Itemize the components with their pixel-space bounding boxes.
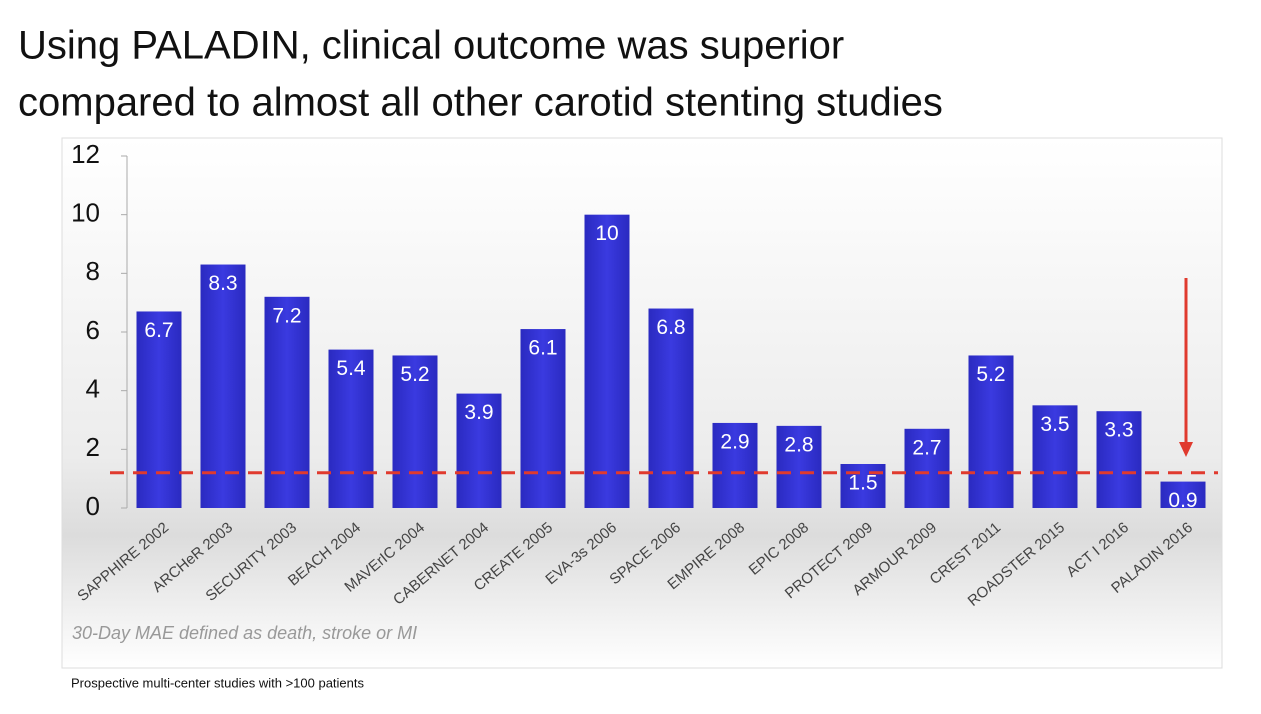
value-label: 1.5 [848, 472, 877, 495]
bar [712, 422, 758, 508]
footnote: Prospective multi-center studies with >1… [71, 675, 365, 690]
bar [200, 264, 246, 508]
bar [968, 355, 1014, 508]
bar [776, 425, 822, 508]
bar [328, 349, 374, 508]
bar [1160, 481, 1206, 508]
value-label: 5.2 [400, 363, 429, 386]
bar [1096, 411, 1142, 508]
bar [456, 393, 502, 508]
value-label: 3.3 [1104, 419, 1133, 442]
value-label: 0.9 [1168, 489, 1197, 512]
title-line: Using PALADIN, clinical outcome was supe… [18, 24, 844, 68]
title-line: compared to almost all other carotid ste… [18, 81, 943, 125]
value-label: 2.7 [912, 436, 941, 459]
arrow-head [1179, 442, 1193, 457]
value-label: 7.2 [272, 304, 301, 327]
bar [520, 329, 566, 508]
bar [264, 296, 310, 508]
bar [392, 355, 438, 508]
value-label: 8.3 [208, 272, 237, 295]
value-label: 6.1 [528, 337, 557, 360]
y-tick-label: 2 [86, 432, 100, 462]
value-label: 5.2 [976, 363, 1005, 386]
bar [584, 214, 630, 508]
y-tick-label: 12 [71, 139, 100, 169]
chart-background [61, 137, 1223, 669]
y-tick-label: 4 [86, 374, 100, 404]
y-tick-label: 8 [86, 256, 100, 286]
annotation: 30-Day MAE defined as death, stroke or M… [72, 623, 417, 643]
value-label: 6.8 [656, 316, 685, 339]
value-label: 3.9 [464, 401, 493, 424]
y-tick-label: 0 [86, 491, 100, 521]
y-tick-label: 6 [86, 315, 100, 345]
value-label: 2.8 [784, 433, 813, 456]
bar [648, 308, 694, 508]
bar [136, 311, 182, 508]
value-label: 5.4 [336, 357, 366, 380]
value-label: 3.5 [1040, 413, 1069, 436]
value-label: 2.9 [720, 430, 749, 453]
bar [904, 428, 950, 508]
value-label: 10 [595, 222, 618, 245]
y-tick-label: 10 [71, 198, 100, 228]
value-label: 6.7 [144, 319, 173, 342]
bar [1032, 405, 1078, 508]
